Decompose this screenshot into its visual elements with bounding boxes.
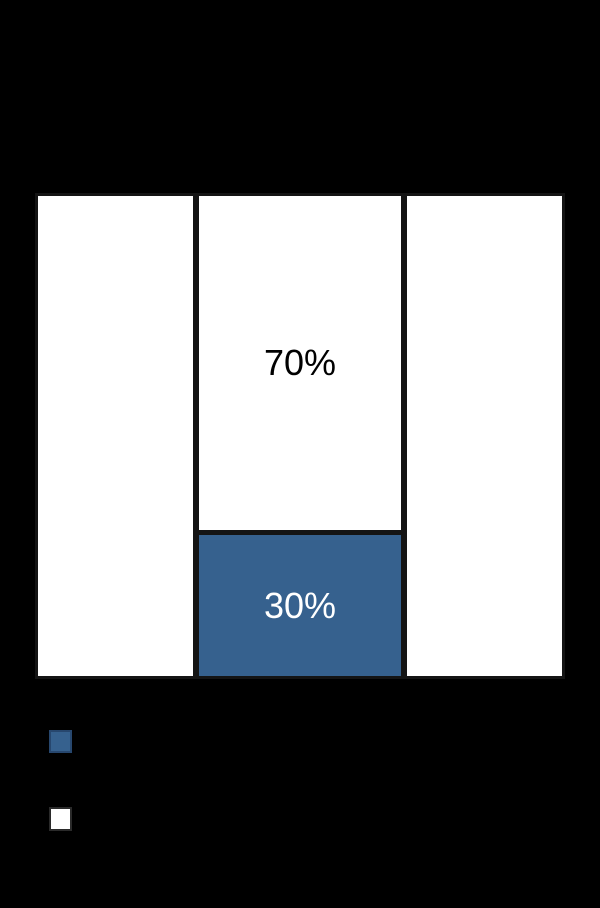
data-label-30-percent: 30% xyxy=(263,584,337,626)
bar-category-2: 70% 30% xyxy=(196,193,404,679)
legend-swatch-white xyxy=(49,807,72,831)
bar-category-2-white-segment: 70% xyxy=(196,193,404,534)
bar-category-2-blue-segment: 30% xyxy=(196,533,404,679)
legend-swatch-blue xyxy=(49,730,72,753)
bar-category-3-white-segment xyxy=(404,193,565,679)
bar-category-1-white-segment xyxy=(35,193,196,679)
data-label-70-percent: 70% xyxy=(263,342,337,384)
